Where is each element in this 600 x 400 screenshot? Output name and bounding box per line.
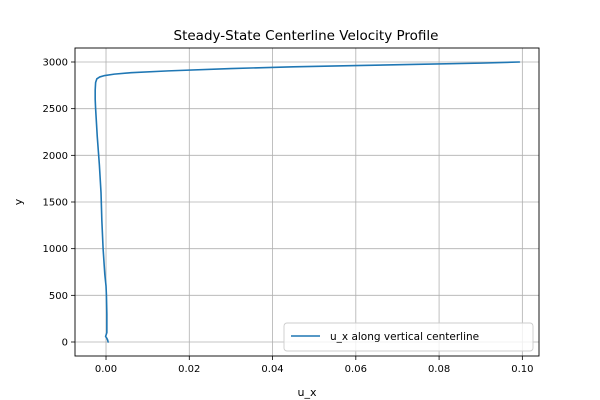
x-tick-label: 0.10 [511,364,533,375]
legend-box [283,322,534,352]
x-tick-label: 0.04 [261,364,283,375]
x-tick-label: 0.08 [428,364,450,375]
y-axis-label: y [12,198,25,205]
y-tick-label: 2500 [43,104,68,115]
legend-label: u_x along vertical centerline [330,331,479,343]
plot-frame [74,47,540,357]
y-axis-ticks: 0 500 1000 1500 2000 2500 3000 [43,58,75,349]
chart-title: Steady-State Centerline Velocity Profile [174,28,439,44]
y-tick-label: 1500 [43,198,68,209]
legend: u_x along vertical centerline [283,322,534,352]
y-tick-label: 2000 [43,151,68,162]
x-tick-label: 0.02 [178,364,200,375]
x-axis-label: u_x [298,386,317,399]
series-layer [94,61,521,343]
y-tick-label: 3000 [43,58,68,69]
y-tick-label: 1000 [43,244,68,255]
x-tick-label: 0.06 [345,364,367,375]
x-axis-ticks: 0.00 0.02 0.04 0.06 0.08 0.10 [95,356,533,375]
series-line [94,61,521,343]
x-tick-label: 0.00 [95,364,117,375]
grid [75,48,539,356]
y-tick-label: 0 [62,338,68,349]
y-tick-label: 500 [49,291,68,302]
